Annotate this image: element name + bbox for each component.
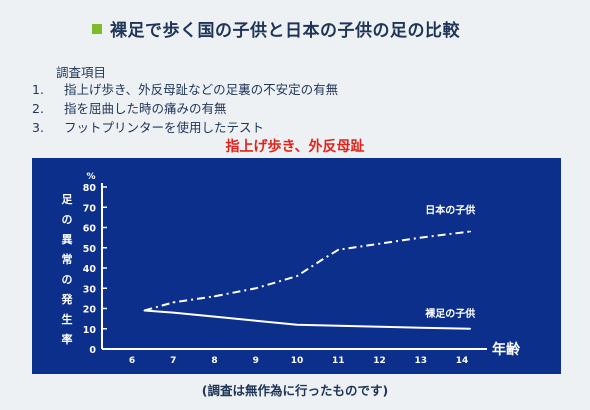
x-tick-label: 13: [414, 356, 427, 366]
data-point: [172, 301, 175, 304]
data-point: [213, 295, 216, 298]
footnote: (調査は無作為に行ったものです): [201, 383, 389, 398]
survey-item: 2. 指を屈曲した時の痛みの有無: [32, 99, 338, 118]
survey-item-text: 指を屈曲した時の痛みの有無: [64, 101, 227, 116]
x-tick-label: 9: [253, 356, 259, 366]
y-unit-label: %: [86, 172, 95, 182]
data-point: [320, 259, 323, 261]
data-point: [337, 324, 340, 327]
y-tick-label: 70: [83, 203, 97, 214]
survey-item-number: 3.: [32, 120, 44, 135]
survey-item: 1. 指上げ歩き、外反母趾などの足裏の不安定の有無: [32, 80, 338, 99]
data-point: [254, 319, 257, 322]
data-point: [469, 230, 472, 233]
survey-item-text: フットプリンターを使用したテスト: [64, 120, 265, 135]
x-tick-label: 11: [332, 356, 345, 366]
y-axis-label-char: 足: [62, 193, 74, 206]
y-tick-label: 10: [83, 325, 97, 336]
y-tick-label: 0: [89, 345, 96, 356]
y-tick-label: 80: [83, 183, 97, 194]
x-tick-label: 10: [291, 356, 304, 366]
series-label: 日本の子供: [425, 204, 475, 217]
y-axis-label-char: 発: [61, 292, 74, 306]
x-axis-label: 年齢: [492, 341, 521, 358]
survey-items-list: 1. 指上げ歩き、外反母趾などの足裏の不安定の有無 2. 指を屈曲した時の痛みの…: [32, 80, 338, 137]
chart-caption: 指上げ歩き、外反母趾: [225, 139, 365, 155]
x-tick-label: 7: [170, 356, 176, 366]
data-point: [172, 311, 175, 314]
y-tick-label: 20: [83, 305, 97, 316]
data-point: [337, 248, 340, 251]
survey-heading: 調査項目: [56, 65, 107, 80]
series-line-1: [144, 309, 471, 330]
survey-item-number: 1.: [32, 82, 44, 97]
data-point: [296, 275, 298, 277]
data-point: [378, 325, 381, 328]
y-axis-label-char: 常: [62, 252, 73, 266]
y-tick-label: 40: [83, 264, 97, 275]
title-bullet-icon: [92, 23, 102, 34]
y-axis-label-char: の: [62, 273, 73, 286]
x-tick-label: 12: [373, 356, 386, 366]
y-tick-label: 30: [83, 284, 97, 295]
data-point: [469, 327, 472, 330]
x-tick-label: 14: [456, 356, 469, 366]
x-tick-label: 8: [211, 356, 217, 366]
series-label: 裸足の子供: [425, 307, 475, 320]
data-point: [296, 323, 298, 326]
title-text: 裸足で歩く国の子供と日本の子供の足の比較: [110, 21, 460, 41]
y-axis-label-char: 異: [62, 233, 73, 246]
y-tick-label: 60: [83, 224, 97, 235]
data-point: [419, 236, 422, 239]
page-title: 裸足で歩く国の子供と日本の子供の足の比較: [92, 16, 460, 41]
survey-item-text: 指上げ歩き、外反母趾などの足裏の不安定の有無: [64, 82, 339, 97]
data-point: [378, 242, 381, 245]
survey-item: 3. フットプリンターを使用したテスト: [32, 118, 338, 137]
y-axis-label-char: 率: [62, 332, 73, 346]
data-point: [213, 315, 216, 318]
chart-panel: [32, 158, 561, 374]
series-line-0: [144, 230, 471, 312]
y-axis-label-char: の: [62, 213, 73, 226]
data-point: [419, 326, 422, 329]
x-tick-label: 6: [129, 356, 135, 366]
y-axis-label-char: 生: [62, 312, 73, 326]
data-point: [143, 309, 146, 312]
data-point: [254, 287, 257, 290]
y-tick-label: 50: [83, 244, 97, 255]
survey-item-number: 2.: [32, 101, 44, 116]
